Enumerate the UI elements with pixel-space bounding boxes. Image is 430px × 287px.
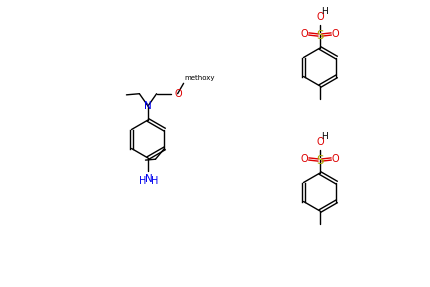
Text: O: O (316, 12, 323, 22)
Text: H: H (321, 7, 328, 16)
Text: methoxy: methoxy (184, 75, 215, 81)
Text: O: O (331, 154, 339, 164)
Text: H: H (151, 176, 158, 186)
Text: O: O (331, 29, 339, 39)
Text: O: O (174, 89, 182, 99)
Text: S: S (316, 154, 323, 166)
Text: N: N (145, 174, 153, 184)
Text: O: O (316, 137, 323, 147)
Text: S: S (316, 28, 323, 42)
Text: H: H (139, 176, 146, 186)
Text: N: N (144, 101, 151, 111)
Text: O: O (300, 154, 307, 164)
Text: H: H (321, 132, 328, 141)
Text: O: O (300, 29, 307, 39)
